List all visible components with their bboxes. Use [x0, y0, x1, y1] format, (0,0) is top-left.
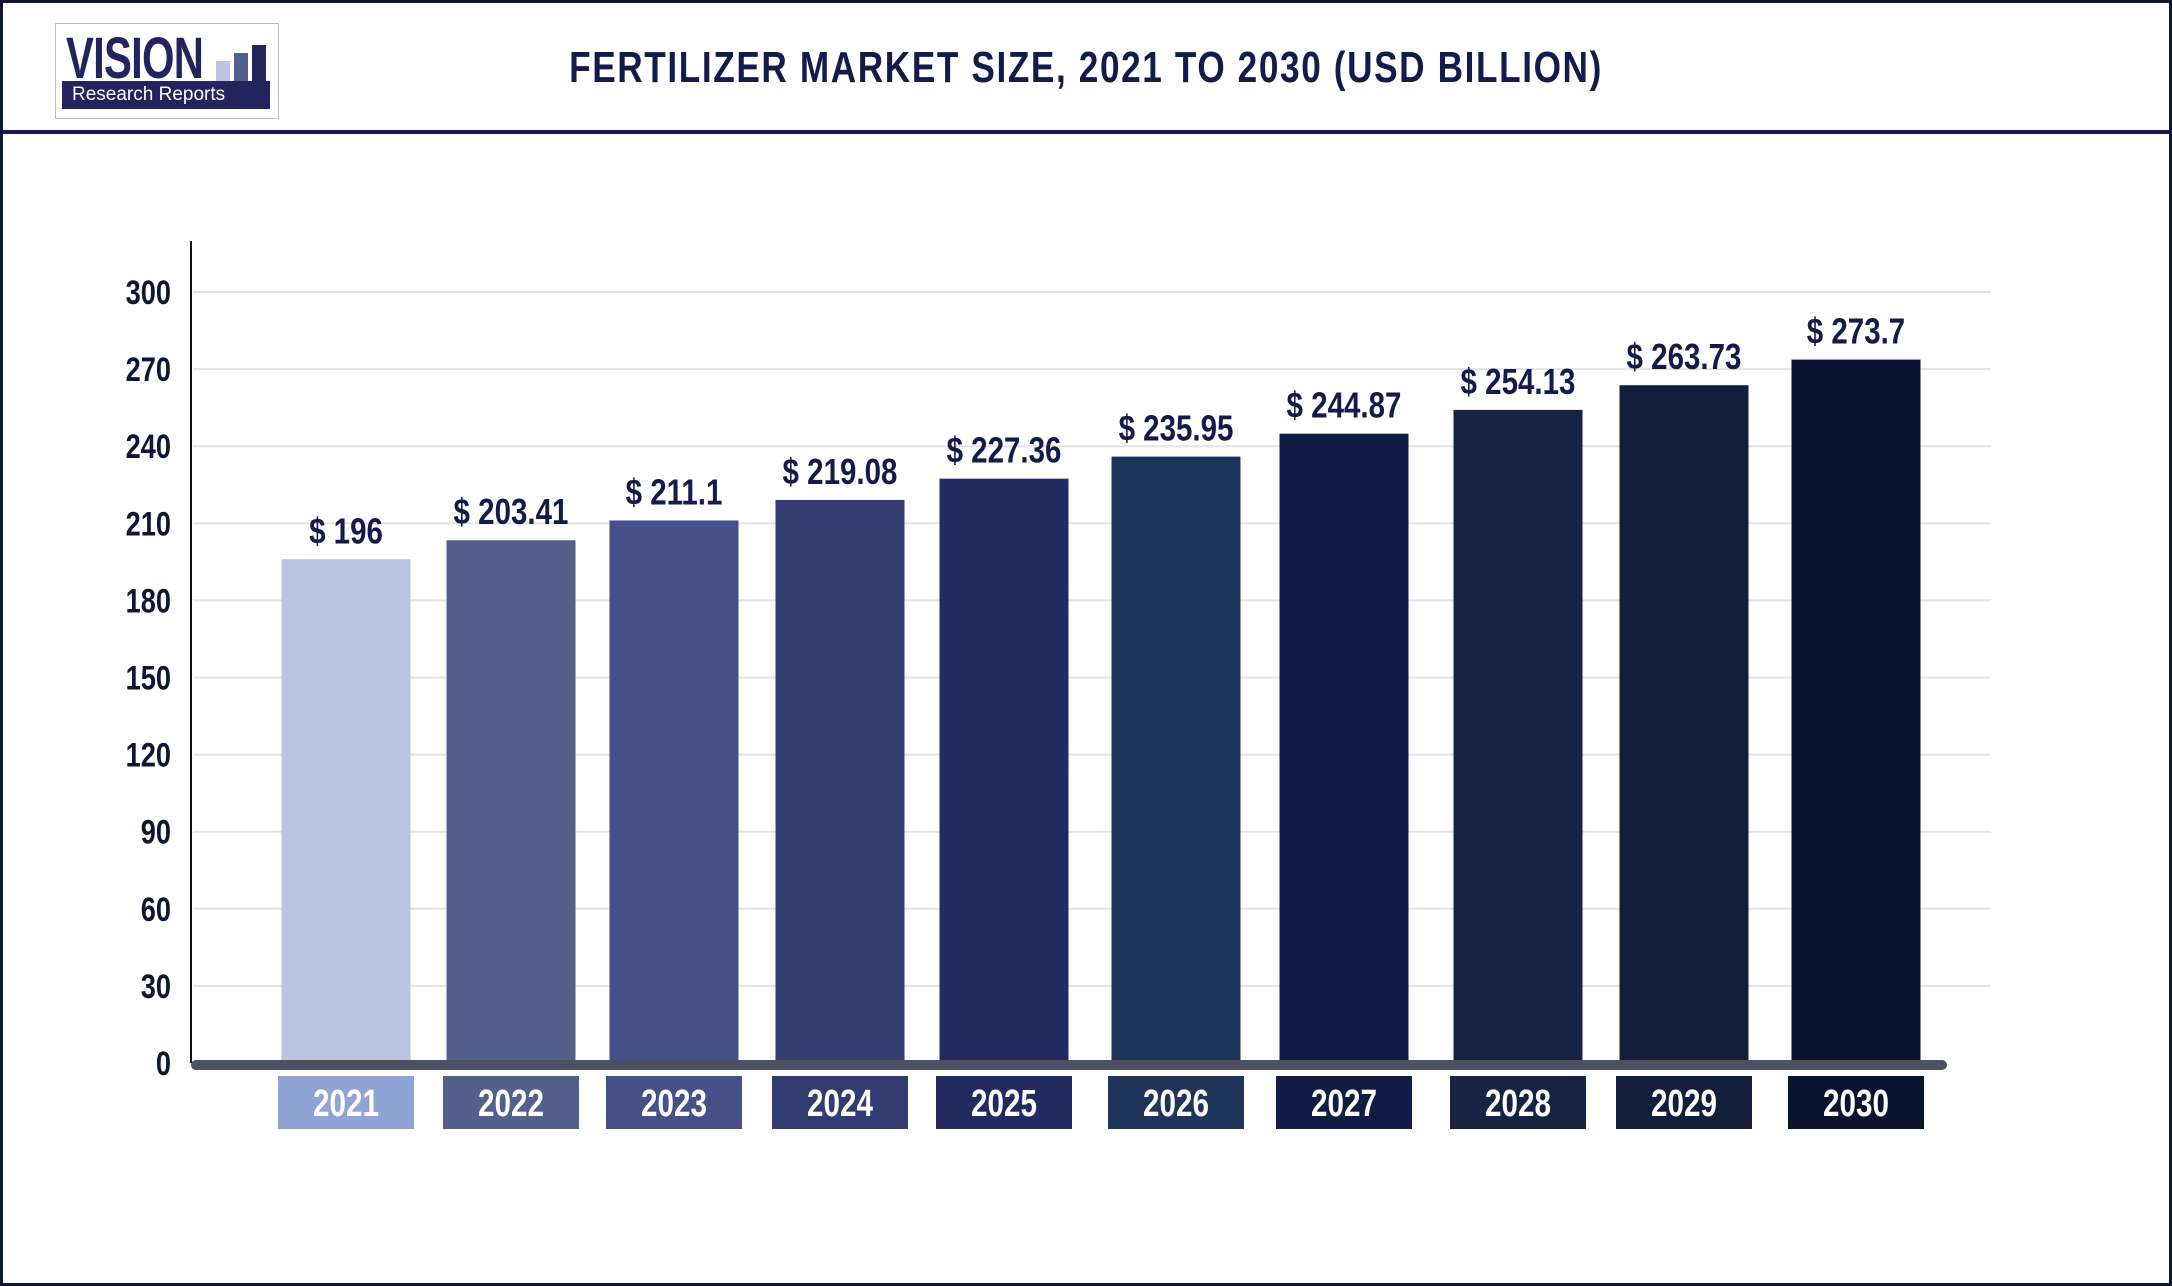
logo-subtext: Research Reports	[62, 81, 270, 109]
header: VISION Research Reports FERTILIZER MARKE…	[3, 3, 2169, 134]
bar-2029	[1619, 385, 1749, 1064]
bar-chart: 0 30 60 90 120 150 180 210 240 270 300 $ 196 2021 $ 2…	[126, 241, 1991, 1129]
x-label-box	[936, 1076, 1072, 1129]
x-tick-label: 2028	[1485, 1083, 1551, 1125]
bar-2022	[446, 540, 576, 1063]
x-label-box	[1616, 1076, 1752, 1129]
y-tick-label: 30	[141, 967, 171, 1006]
x-tick-label: 2024	[807, 1083, 873, 1125]
data-label: $ 263.73	[1627, 336, 1742, 376]
x-label-box	[1276, 1076, 1412, 1129]
y-tick-label: 270	[126, 350, 171, 389]
data-label: $ 211.1	[626, 472, 723, 512]
x-tick-label: 2022	[478, 1083, 544, 1125]
data-label: $ 244.87	[1287, 385, 1402, 425]
y-tick-label: 180	[126, 581, 171, 620]
x-tick-label: 2030	[1823, 1083, 1889, 1125]
logo-word: VISION	[66, 26, 204, 91]
x-label-box	[443, 1076, 579, 1129]
data-label: $ 203.41	[454, 491, 569, 531]
bar-2027	[1279, 433, 1409, 1064]
bar-2025	[939, 478, 1069, 1063]
x-tick-label: 2027	[1311, 1083, 1377, 1125]
x-tick-label: 2023	[641, 1083, 707, 1125]
x-tick-label: 2025	[971, 1083, 1037, 1125]
x-axis-baseline	[191, 1060, 1947, 1070]
x-label-box	[606, 1076, 742, 1129]
y-tick-label: 0	[156, 1044, 171, 1083]
bar-2021	[281, 559, 411, 1063]
bar-2030	[1791, 359, 1921, 1063]
x-label-box	[1450, 1076, 1586, 1129]
data-label: $ 273.7	[1807, 311, 1905, 351]
data-label: $ 254.13	[1461, 361, 1576, 401]
logo-bar-icon	[216, 61, 230, 81]
y-tick-label: 90	[141, 813, 171, 852]
x-tick-label: 2021	[313, 1083, 379, 1125]
logo-bar-icon	[234, 53, 248, 81]
vision-research-reports-logo: VISION Research Reports	[55, 23, 279, 119]
data-label: $ 196	[309, 510, 383, 550]
y-tick-label: 120	[126, 736, 171, 775]
chart-title: FERTILIZER MARKET SIZE, 2021 TO 2030 (US…	[569, 43, 1603, 92]
bar-2023	[609, 520, 739, 1063]
data-label: $ 227.36	[947, 430, 1062, 470]
y-tick-label: 300	[126, 273, 171, 312]
logo-bar-icon	[252, 45, 266, 81]
x-label-box	[1108, 1076, 1244, 1129]
bar-2024	[775, 499, 905, 1064]
x-label-box	[772, 1076, 908, 1129]
x-label-box	[1788, 1076, 1924, 1129]
x-tick-label: 2029	[1651, 1083, 1717, 1125]
bar-2028	[1453, 409, 1583, 1064]
y-tick-label: 150	[126, 659, 171, 698]
y-tick-label: 210	[126, 504, 171, 543]
bar-2026	[1111, 456, 1241, 1063]
y-tick-label: 240	[126, 427, 171, 466]
x-tick-label: 2026	[1143, 1083, 1209, 1125]
x-label-box	[278, 1076, 414, 1129]
y-tick-label: 60	[141, 890, 171, 929]
data-label: $ 235.95	[1119, 408, 1234, 448]
data-label: $ 219.08	[783, 451, 898, 491]
